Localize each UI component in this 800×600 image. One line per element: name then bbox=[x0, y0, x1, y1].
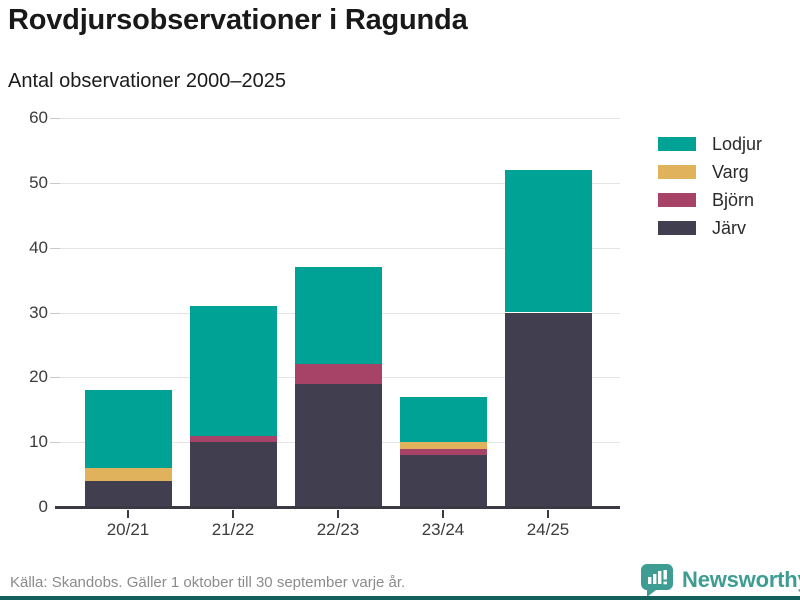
bottom-accent-strip bbox=[0, 596, 800, 600]
legend-swatch bbox=[658, 165, 696, 179]
bar-segment-lodjur bbox=[504, 169, 592, 313]
bar-segment-björn bbox=[294, 364, 382, 384]
bar-segment-järv bbox=[84, 481, 172, 507]
y-tick bbox=[50, 312, 60, 314]
x-tick-label: 20/21 bbox=[106, 520, 150, 539]
y-tick bbox=[50, 182, 60, 184]
bar-segment-varg bbox=[399, 442, 487, 449]
x-tick bbox=[547, 510, 549, 518]
legend-label: Lodjur bbox=[712, 134, 763, 154]
legend-swatch bbox=[658, 137, 696, 151]
y-tick-label: 50 bbox=[29, 172, 48, 192]
bar-segment-lodjur bbox=[399, 396, 487, 443]
y-tick bbox=[50, 118, 60, 119]
bar-segment-järv bbox=[504, 312, 592, 507]
y-tick bbox=[50, 377, 60, 379]
bar-segment-varg bbox=[84, 468, 172, 482]
x-axis-line bbox=[55, 506, 620, 509]
bar-segment-björn bbox=[399, 448, 487, 456]
legend-label: Björn bbox=[712, 190, 755, 210]
x-tick-label: 24/25 bbox=[526, 520, 570, 539]
y-gridline bbox=[56, 118, 620, 119]
y-tick-label: 60 bbox=[29, 108, 48, 127]
chart-subtitle: Antal observationer 2000–2025 bbox=[8, 70, 286, 92]
y-gridline bbox=[56, 182, 620, 184]
y-tick bbox=[50, 247, 60, 249]
x-tick bbox=[232, 510, 234, 518]
bar-segment-björn bbox=[189, 435, 277, 443]
y-tick-label: 10 bbox=[29, 432, 48, 452]
legend-swatch bbox=[658, 193, 696, 207]
bar-segment-lodjur bbox=[294, 267, 382, 365]
y-gridline bbox=[56, 247, 620, 249]
x-tick bbox=[337, 510, 339, 518]
source-note: Källa: Skandobs. Gäller 1 oktober till 3… bbox=[10, 574, 406, 591]
bar-segment-järv bbox=[189, 442, 277, 507]
bar-segment-järv bbox=[399, 455, 487, 507]
x-tick-label: 21/22 bbox=[211, 520, 255, 539]
legend-label: Varg bbox=[712, 162, 749, 182]
y-tick-label: 20 bbox=[29, 367, 48, 387]
legend-swatch bbox=[658, 221, 696, 235]
chart-title: Rovdjursobservationer i Ragunda bbox=[8, 4, 468, 36]
y-tick-label: 30 bbox=[29, 302, 48, 322]
newsworthy-wordmark: Newsworthy bbox=[682, 567, 800, 592]
bar-segment-järv bbox=[294, 383, 382, 507]
x-tick-label: 23/24 bbox=[421, 520, 465, 539]
y-tick-label: 40 bbox=[29, 237, 48, 257]
y-tick bbox=[50, 442, 60, 444]
bar-segment-lodjur bbox=[189, 306, 277, 436]
x-tick bbox=[442, 510, 444, 518]
y-tick-label: 0 bbox=[38, 497, 48, 516]
legend-label: Järv bbox=[712, 218, 747, 238]
x-tick bbox=[127, 510, 129, 518]
bar-segment-lodjur bbox=[84, 390, 172, 469]
x-tick-label: 22/23 bbox=[316, 520, 360, 539]
